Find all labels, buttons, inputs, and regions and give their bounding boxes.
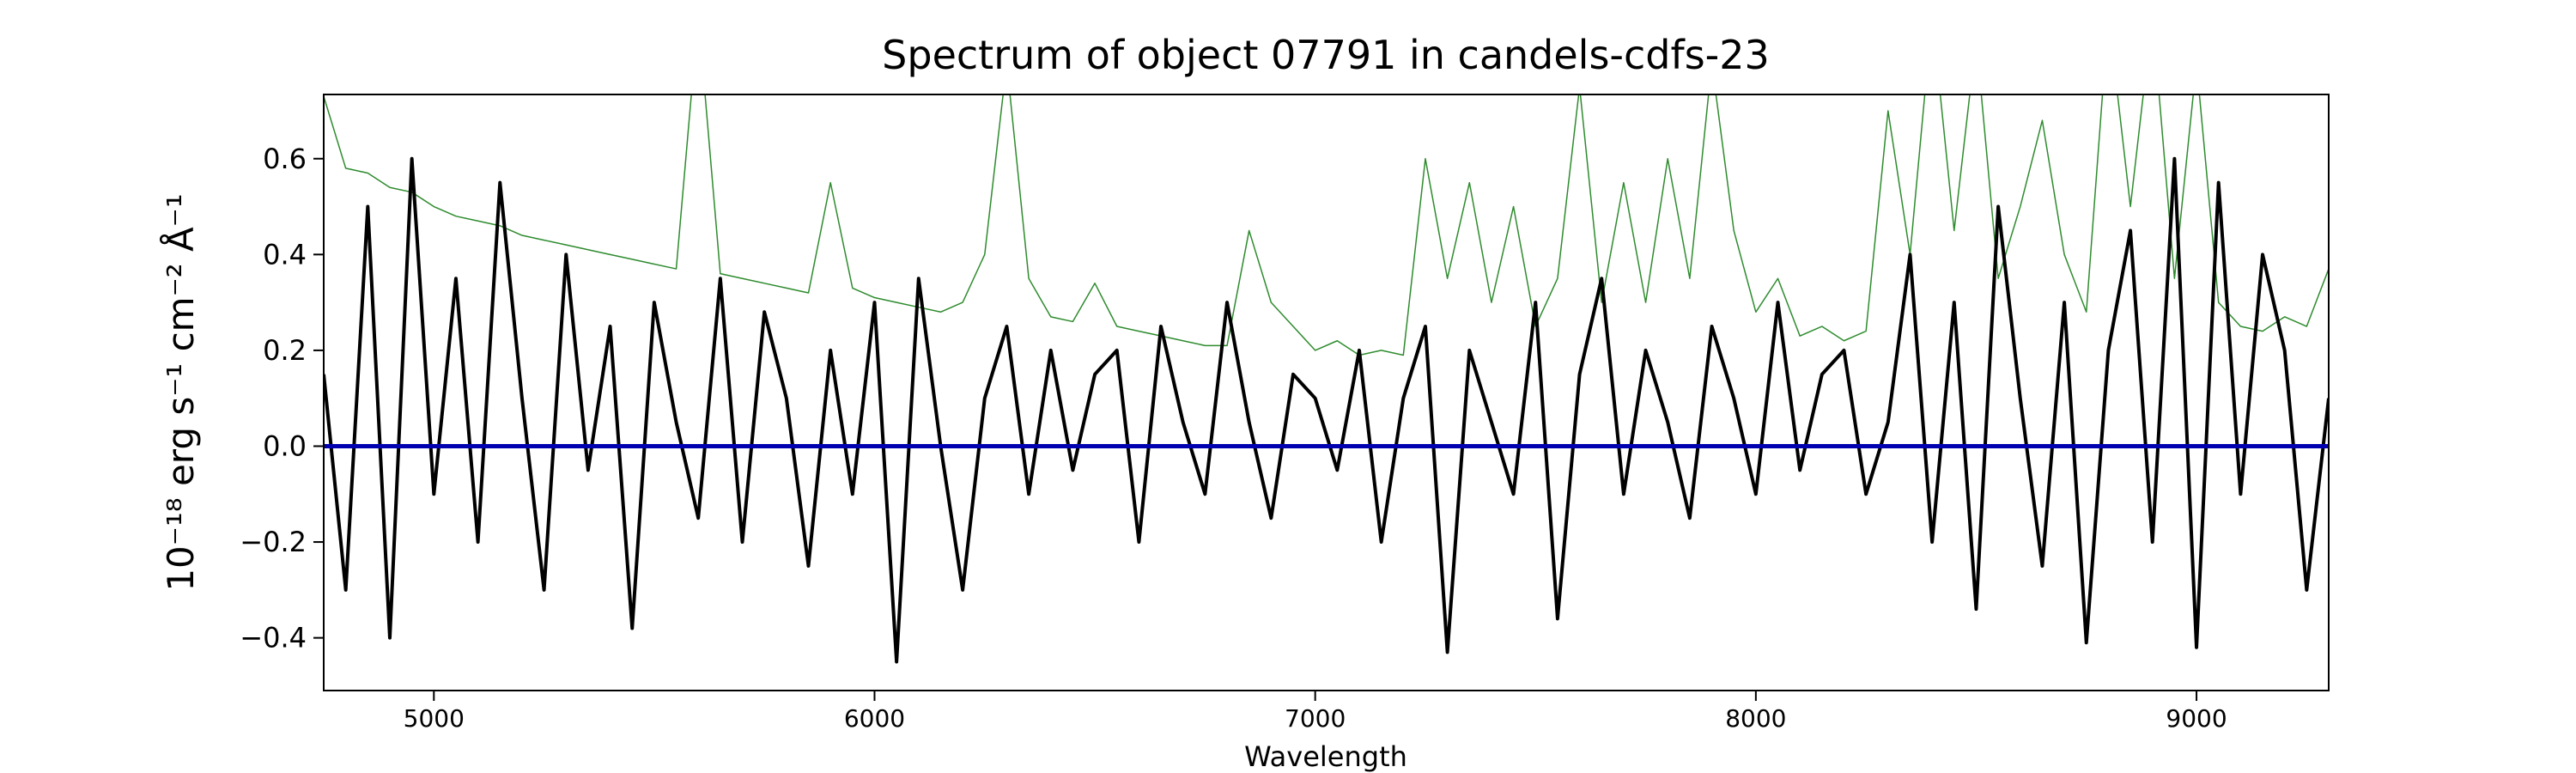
y-tick-label: 0.6 bbox=[263, 143, 307, 175]
plot-frame bbox=[323, 94, 2330, 691]
y-tick-label: 0.4 bbox=[263, 238, 307, 271]
x-tick-label: 6000 bbox=[844, 704, 905, 733]
spectrum-line bbox=[324, 94, 2329, 356]
y-tick-label: 0.0 bbox=[263, 429, 307, 462]
chart-title: Spectrum of object 07791 in candels-cdfs… bbox=[882, 32, 1770, 78]
spectrum-line bbox=[324, 156, 2329, 664]
x-axis-label: Wavelength bbox=[1244, 740, 1407, 773]
x-tick-label: 5000 bbox=[404, 704, 465, 733]
y-tick-label: −0.4 bbox=[240, 622, 307, 654]
y-tick-label: −0.2 bbox=[240, 526, 307, 558]
plot-area bbox=[324, 94, 2329, 664]
x-tick-label: 7000 bbox=[1285, 704, 1346, 733]
y-tick-label: 0.2 bbox=[263, 334, 307, 367]
y-axis-label: 10⁻¹⁸ erg s⁻¹ cm⁻² Å⁻¹ bbox=[159, 193, 202, 591]
x-tick-label: 8000 bbox=[1725, 704, 1786, 733]
x-tick-label: 9000 bbox=[2166, 704, 2227, 733]
